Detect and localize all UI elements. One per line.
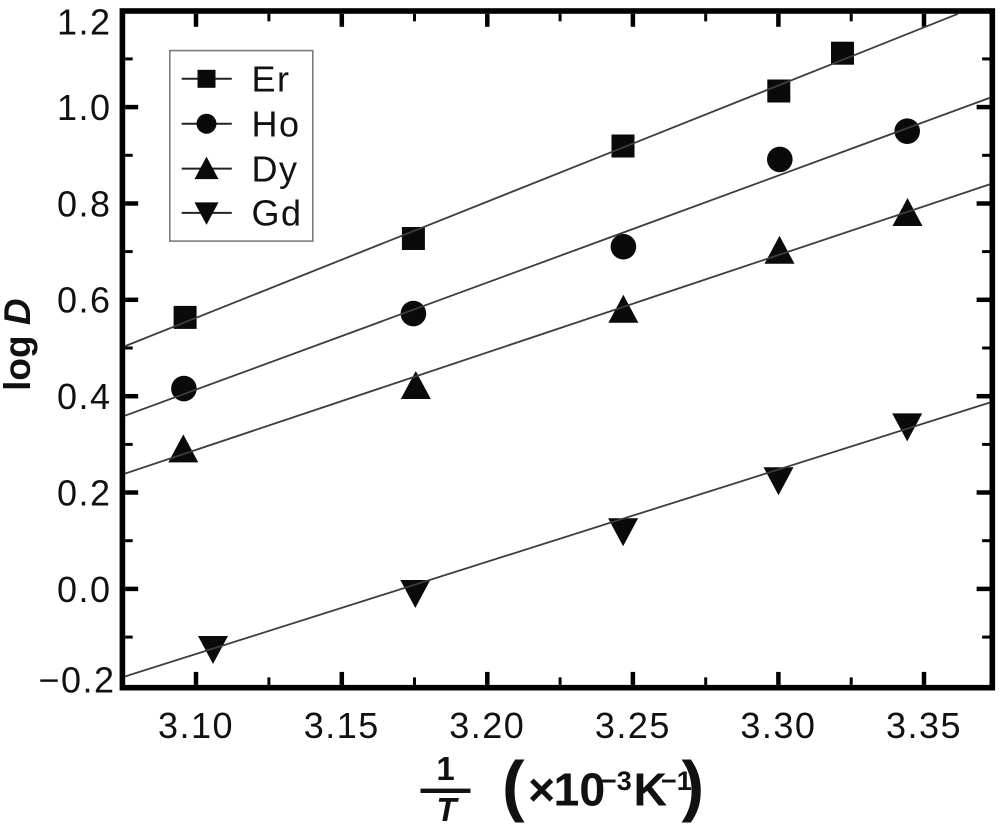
- svg-text:Dy: Dy: [252, 148, 299, 189]
- svg-text:3.30: 3.30: [740, 705, 816, 746]
- svg-text:×: ×: [528, 764, 555, 816]
- svg-text:1.2: 1.2: [57, 1, 112, 42]
- svg-text:3.10: 3.10: [158, 705, 234, 746]
- svg-text:0.8: 0.8: [57, 183, 112, 224]
- svg-text:): ): [682, 747, 705, 823]
- svg-text:Gd: Gd: [252, 193, 303, 234]
- svg-text:1: 1: [436, 750, 454, 787]
- svg-text:Ho: Ho: [252, 103, 301, 144]
- svg-text:−1: −1: [661, 766, 692, 796]
- svg-text:0.6: 0.6: [57, 280, 112, 321]
- svg-text:−0.2: −0.2: [38, 659, 115, 700]
- svg-text:1.0: 1.0: [57, 87, 112, 128]
- svg-text:−3: −3: [601, 766, 632, 796]
- svg-text:K: K: [634, 764, 668, 816]
- svg-text:10: 10: [554, 764, 606, 816]
- svg-text:3.35: 3.35: [886, 705, 962, 746]
- svg-text:0.2: 0.2: [57, 472, 112, 513]
- svg-text:Er: Er: [252, 59, 291, 100]
- svg-text:0.4: 0.4: [57, 376, 112, 417]
- svg-text:T: T: [436, 791, 459, 828]
- svg-text:3.15: 3.15: [304, 705, 380, 746]
- svg-text:(: (: [502, 747, 525, 823]
- svg-text:3.20: 3.20: [449, 705, 525, 746]
- svg-text:log D: log D: [0, 298, 38, 391]
- svg-text:0.0: 0.0: [57, 569, 112, 610]
- svg-text:3.25: 3.25: [595, 705, 671, 746]
